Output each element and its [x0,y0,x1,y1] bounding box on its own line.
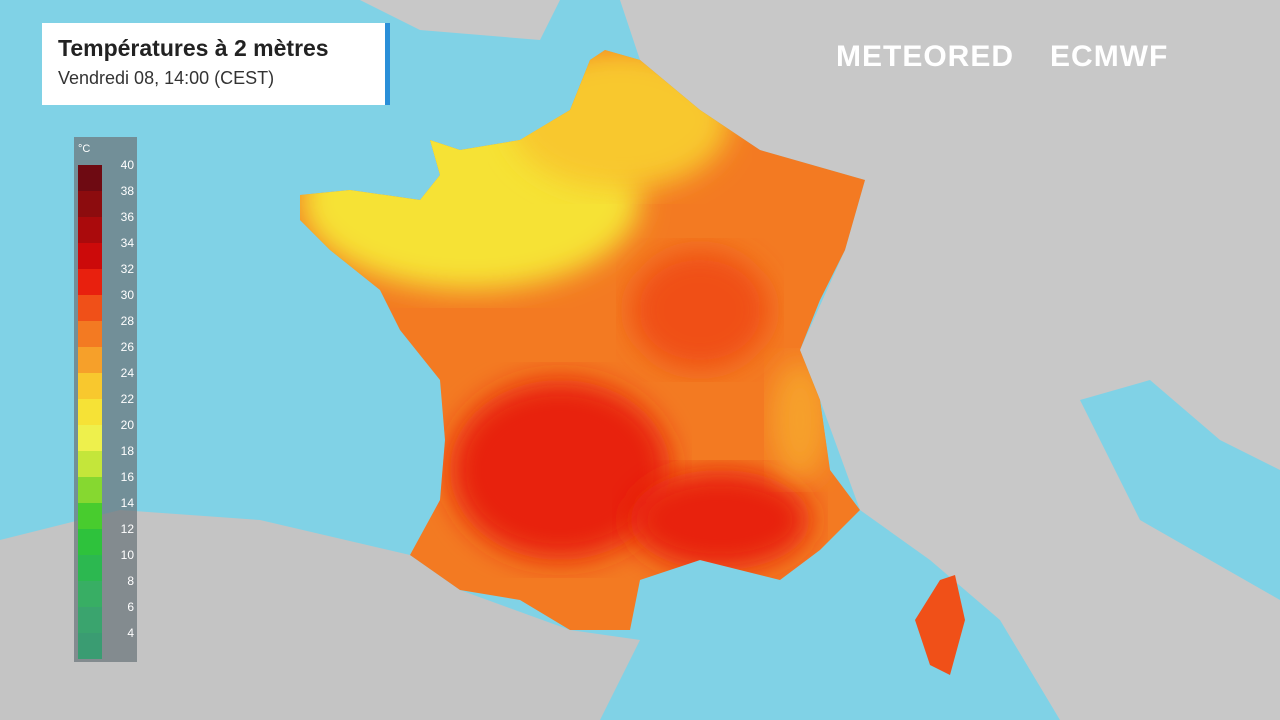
legend-label: 30 [120,288,134,302]
subtitle: Vendredi 08, 14:00 (CEST) [58,68,275,88]
title: Températures à 2 mètres [58,35,329,61]
legend-label: 34 [120,236,134,250]
legend-swatch [78,373,102,399]
legend-swatch [78,191,102,217]
legend-swatch [78,503,102,529]
legend-swatch [78,555,102,581]
legend-swatch [78,425,102,451]
legend-swatch [78,477,102,503]
logo: METEORED [836,40,1015,73]
legend-label: 16 [120,470,134,484]
legend-swatch [78,295,102,321]
legend-label: 4 [127,626,134,640]
legend-label: 40 [120,158,134,172]
legend-label: 26 [120,340,134,354]
legend-swatch [78,607,102,633]
land [0,510,640,720]
legend-label: 20 [120,418,134,432]
legend-swatch [78,529,102,555]
legend-label: 18 [120,444,134,458]
legend-label: 38 [120,184,134,198]
legend-swatch [78,269,102,295]
legend-label: 32 [120,262,134,276]
land [620,0,1280,720]
legend-label: 12 [120,522,134,536]
legend-swatch [78,581,102,607]
legend-label: 8 [127,574,134,588]
title-box: Températures à 2 mètres Vendredi 08, 14:… [42,23,390,105]
corsica [915,575,965,675]
legend-swatch [78,165,102,191]
logos: METEORED ECMWF [836,40,1204,74]
legend-swatch [78,633,102,659]
logo: ECMWF [1050,40,1169,73]
legend-label: 28 [120,314,134,328]
legend-swatch [78,451,102,477]
legend-swatch [78,321,102,347]
legend-swatch [78,347,102,373]
legend-label: 22 [120,392,134,406]
legend: °C 40 38 36 34 32 30 28 26 24 22 20 18 16 14 12 10 8 6 4 [74,137,137,662]
legend-label: 10 [120,548,134,562]
legend-swatch [78,399,102,425]
legend-unit: °C [78,143,91,155]
legend-swatch [78,243,102,269]
legend-label: 6 [127,600,134,614]
land [360,0,560,40]
legend-label: 24 [120,366,134,380]
legend-label: 36 [120,210,134,224]
legend-label: 14 [120,496,134,510]
legend-swatch [78,217,102,243]
